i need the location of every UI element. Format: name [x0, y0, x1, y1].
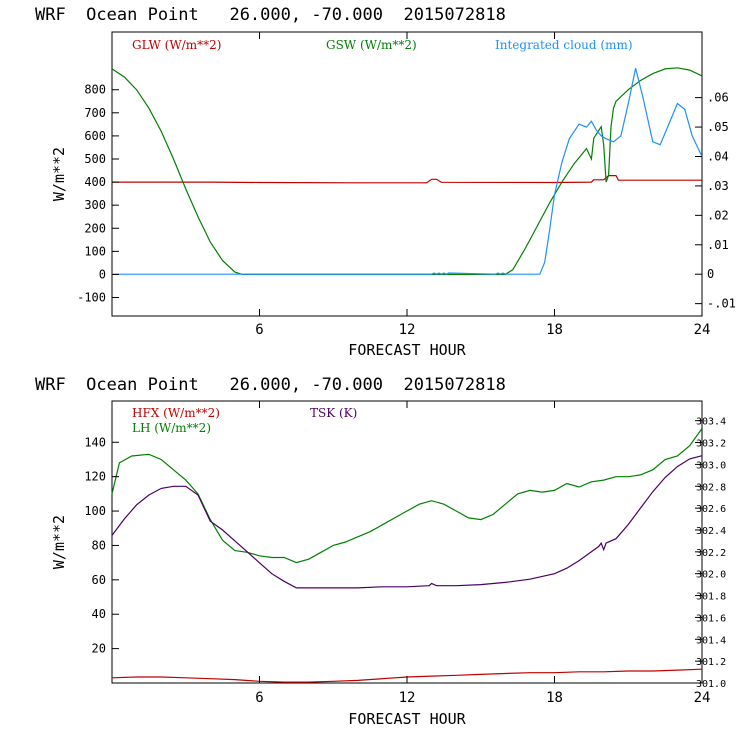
ticks-layer: 6 12 18 24 20 40 60 80 100 120 140 301.0 301.2 301.4 3… — [84, 401, 726, 706]
y-tick-label: 100 — [84, 504, 106, 518]
x-axis-label: FORECAST HOUR — [348, 341, 466, 359]
legend-hfx: HFX (W/m**2) — [132, 406, 220, 420]
series-line-integrated — [112, 68, 703, 275]
series-layer — [111, 428, 703, 683]
legend-cloud: Integrated cloud (mm) — [495, 38, 633, 52]
x-tick-label: 6 — [255, 690, 263, 706]
y2-tick-label: 302.4 — [696, 526, 726, 537]
panel-title: WRF Ocean Point 26.000, -70.000 20150728… — [35, 375, 506, 395]
y2-tick-label: -.01 — [707, 297, 736, 311]
y-tick-label: 100 — [84, 244, 106, 258]
x-tick-label: 24 — [694, 690, 711, 706]
plot-frame — [111, 31, 703, 317]
y2-tick-label: 302.0 — [696, 570, 726, 581]
y2-tick-label: 301.4 — [696, 635, 726, 646]
legend-glw: GLW (W/m**2) — [132, 38, 221, 52]
y2-tick-label: .06 — [707, 91, 729, 105]
plot-frame — [111, 400, 703, 684]
x-tick-label: 6 — [255, 322, 263, 338]
y2-tick-label: .01 — [707, 238, 729, 252]
y-tick-label: 700 — [84, 106, 106, 120]
flux-temperature-panel: WRF Ocean Point 26.000, -70.000 20150728… — [35, 375, 726, 728]
y2-tick-label: 303.2 — [696, 439, 726, 450]
y-tick-label: -100 — [77, 291, 106, 305]
y2-tick-label: .05 — [707, 120, 729, 134]
y-tick-label: 120 — [84, 470, 106, 484]
x-tick-label: 12 — [399, 690, 416, 706]
y2-tick-label: 302.2 — [696, 548, 726, 559]
y-tick-label: 300 — [84, 198, 106, 212]
series-line-gsw — [111, 67, 703, 275]
ticks-layer: 6 12 18 24 -100 0 100 200 300 400 500 600 700 800 -.01… — [77, 32, 736, 338]
y-tick-label: 600 — [84, 129, 106, 143]
y-tick-label: 0 — [99, 267, 106, 281]
y2-tick-label: .03 — [707, 179, 729, 193]
y-tick-label: 500 — [84, 152, 106, 166]
x-tick-label: 18 — [546, 690, 563, 706]
y2-tick-label: 302.6 — [696, 504, 726, 515]
y2-tick-label: 302.8 — [696, 482, 726, 493]
y-axis-label: W/m**2 — [50, 515, 68, 569]
y2-tick-label: .02 — [707, 208, 729, 222]
x-tick-label: 12 — [399, 322, 416, 338]
y-tick-label: 80 — [92, 538, 106, 552]
y2-tick-label: 301.6 — [696, 613, 726, 624]
x-axis-label: FORECAST HOUR — [348, 710, 466, 728]
y2-tick-label: 0 — [707, 267, 714, 281]
radiation-cloud-panel: WRF Ocean Point 26.000, -70.000 20150728… — [35, 5, 736, 359]
y-axis-label: W/m**2 — [50, 147, 68, 201]
y2-tick-label: 301.2 — [696, 657, 726, 668]
legend-gsw: GSW (W/m**2) — [326, 38, 417, 52]
y2-tick-label: 303.0 — [696, 460, 726, 471]
series-line-glw — [112, 175, 702, 184]
y-tick-label: 140 — [84, 435, 106, 449]
y2-tick-label: 301.8 — [696, 592, 726, 603]
y2-tick-label: .04 — [707, 149, 729, 163]
y2-tick-label: 303.4 — [696, 417, 726, 428]
x-tick-label: 18 — [546, 322, 563, 338]
y-tick-label: 60 — [92, 573, 106, 587]
series-line-tsk — [111, 455, 703, 589]
y-tick-label: 200 — [84, 221, 106, 235]
legend-tsk: TSK (K) — [310, 406, 357, 420]
panel-title: WRF Ocean Point 26.000, -70.000 20150728… — [35, 5, 506, 25]
series-layer — [111, 67, 703, 275]
y2-tick-label: 301.0 — [696, 679, 726, 690]
legend-lh: LH (W/m**2) — [132, 421, 211, 435]
y-tick-label: 20 — [92, 642, 106, 656]
x-tick-label: 24 — [694, 322, 711, 338]
series-line-lh — [111, 428, 703, 564]
y-tick-label: 40 — [92, 607, 106, 621]
y-tick-label: 800 — [84, 83, 106, 97]
y-tick-label: 400 — [84, 175, 106, 189]
